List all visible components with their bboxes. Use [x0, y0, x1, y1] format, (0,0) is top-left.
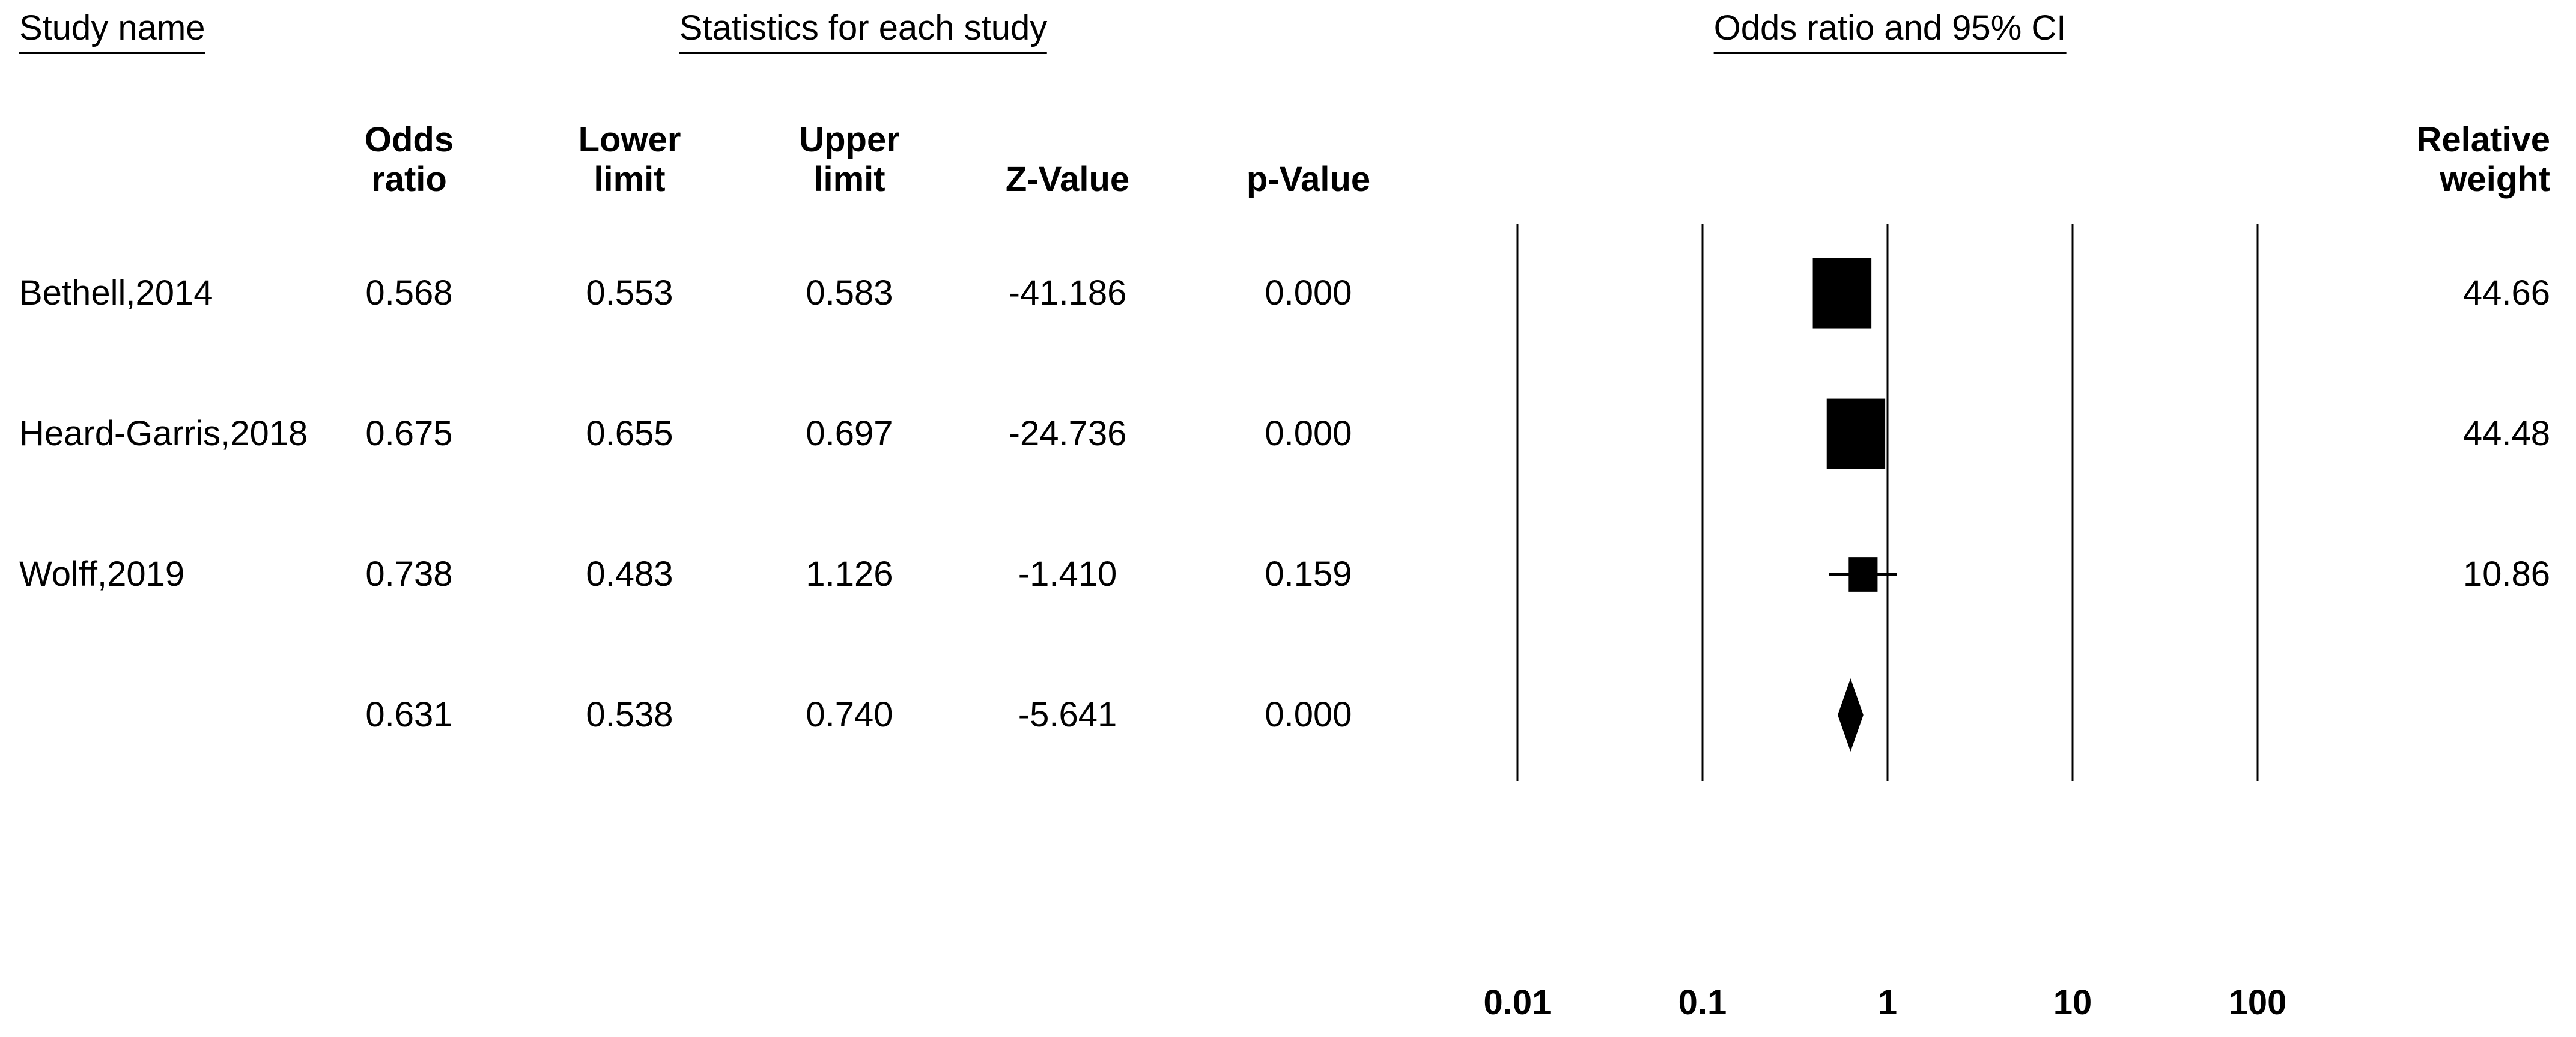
- column-header-lower-limit: Lower limit: [578, 120, 681, 199]
- column-header-upper-limit: Upper limit: [799, 120, 900, 199]
- summary-diamond: [1838, 678, 1864, 752]
- axis-tick-label-0.1: 0.1: [1678, 983, 1727, 1022]
- cell-z-value: -1.410: [1018, 555, 1117, 594]
- study-name-cell: Heard-Garris,2018: [19, 414, 308, 453]
- cell-lower-limit: 0.483: [586, 555, 673, 594]
- axis-tick-label-10: 10: [2053, 983, 2092, 1022]
- odds-ratio-square-marker: [1812, 258, 1872, 329]
- cell-upper-limit: 0.740: [806, 695, 893, 734]
- relative-weight-cell: 10.86: [2462, 555, 2550, 594]
- cell-z-value: -24.736: [1008, 414, 1127, 453]
- odds-ratio-section-header: Odds ratio and 95% CI: [1713, 10, 2067, 54]
- cell-z-value: -5.641: [1018, 695, 1117, 734]
- study-name-cell: Bethell,2014: [19, 273, 213, 312]
- column-header-relative-weight: Relative weight: [2416, 120, 2550, 199]
- cell-lower-limit: 0.538: [586, 695, 673, 734]
- cell-upper-limit: 1.126: [806, 555, 893, 594]
- column-header-p-value: p-Value: [1246, 160, 1371, 199]
- cell-upper-limit: 0.697: [806, 414, 893, 453]
- statistics-section-header: Statistics for each study: [679, 10, 1048, 54]
- cell-p-value: 0.000: [1265, 273, 1352, 312]
- cell-odds-ratio: 0.568: [365, 273, 453, 312]
- cell-p-value: 0.159: [1265, 555, 1352, 594]
- relative-weight-cell: 44.66: [2462, 273, 2550, 312]
- axis-tick-label-100: 100: [2228, 983, 2287, 1022]
- cell-upper-limit: 0.583: [806, 273, 893, 312]
- cell-lower-limit: 0.553: [586, 273, 673, 312]
- cell-lower-limit: 0.655: [586, 414, 673, 453]
- cell-p-value: 0.000: [1265, 695, 1352, 734]
- cell-odds-ratio: 0.738: [365, 555, 453, 594]
- axis-tick-label-1: 1: [1877, 983, 1898, 1022]
- cell-p-value: 0.000: [1265, 414, 1352, 453]
- study-name-section-header: Study name: [19, 10, 205, 54]
- odds-ratio-square-marker: [1848, 557, 1878, 592]
- relative-weight-cell: 44.48: [2462, 414, 2550, 453]
- column-header-z-value: Z-Value: [1005, 160, 1130, 199]
- axis-tick-label-0.01: 0.01: [1483, 983, 1552, 1022]
- cell-z-value: -41.186: [1008, 273, 1127, 312]
- cell-odds-ratio: 0.675: [365, 414, 453, 453]
- cell-odds-ratio: 0.631: [365, 695, 453, 734]
- column-header-odds-ratio: Odds ratio: [364, 120, 454, 199]
- study-name-cell: Wolff,2019: [19, 555, 185, 594]
- odds-ratio-square-marker: [1826, 398, 1886, 469]
